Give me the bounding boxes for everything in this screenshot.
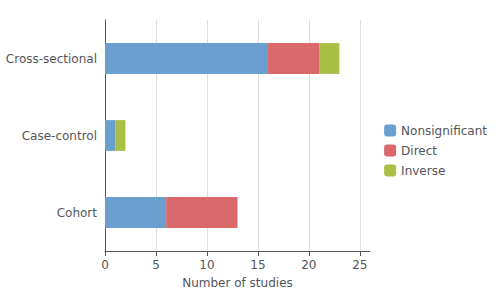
svg-text:25: 25 [352,258,367,272]
svg-text:Direct: Direct [401,144,437,158]
svg-text:15: 15 [250,258,265,272]
svg-text:5: 5 [152,258,160,272]
svg-text:Number of studies: Number of studies [182,276,293,290]
svg-text:Nonsignificant: Nonsignificant [401,124,487,138]
svg-text:Case-control: Case-control [22,129,97,143]
svg-text:Inverse: Inverse [401,164,445,178]
svg-text:10: 10 [199,258,214,272]
svg-text:Cross-sectional: Cross-sectional [6,52,97,66]
svg-text:Cohort: Cohort [57,206,98,220]
svg-text:20: 20 [301,258,316,272]
svg-text:0: 0 [101,258,109,272]
